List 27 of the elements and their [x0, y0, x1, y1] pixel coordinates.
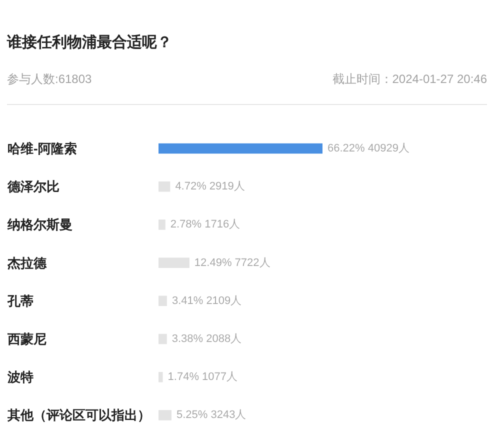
- annotation: 截止时间：2024-01-27 20:46: [332, 71, 487, 88]
- bar: [158, 372, 163, 382]
- bar: [158, 181, 170, 192]
- bar: [158, 410, 172, 420]
- y-tick-label: 其他（评论区可以指出）: [6, 408, 150, 423]
- data-label: 3.41% 2109人: [172, 294, 242, 307]
- chart-title: 谁接任利物浦最合适呢？: [7, 33, 172, 53]
- y-tick-label: 德泽尔比: [6, 179, 60, 194]
- y-tick-label: 杰拉德: [6, 255, 48, 270]
- bar: [158, 334, 167, 344]
- y-tick-label: 纳格尔斯曼: [6, 217, 72, 232]
- bar: [158, 143, 322, 154]
- bar: [158, 296, 167, 306]
- y-tick-label: 波特: [6, 370, 34, 385]
- data-label: 2.78% 1716人: [170, 218, 240, 231]
- data-label: 1.74% 1077人: [168, 371, 238, 384]
- data-label: 3.38% 2088人: [172, 333, 242, 345]
- y-tick-label: 孔蒂: [6, 293, 34, 308]
- chart-subtitle: 参与人数:61803: [7, 71, 92, 88]
- data-label: 66.22% 40929人: [328, 142, 410, 154]
- y-tick-label: 西蒙尼: [6, 332, 46, 346]
- y-tick-label: 哈维-阿隆索: [8, 141, 77, 156]
- data-label: 12.49% 7722人: [194, 256, 270, 269]
- data-label: 4.72% 2919人: [175, 180, 245, 193]
- bar: [158, 220, 166, 230]
- bar: [158, 258, 190, 268]
- data-label: 5.25% 3243人: [176, 409, 246, 422]
